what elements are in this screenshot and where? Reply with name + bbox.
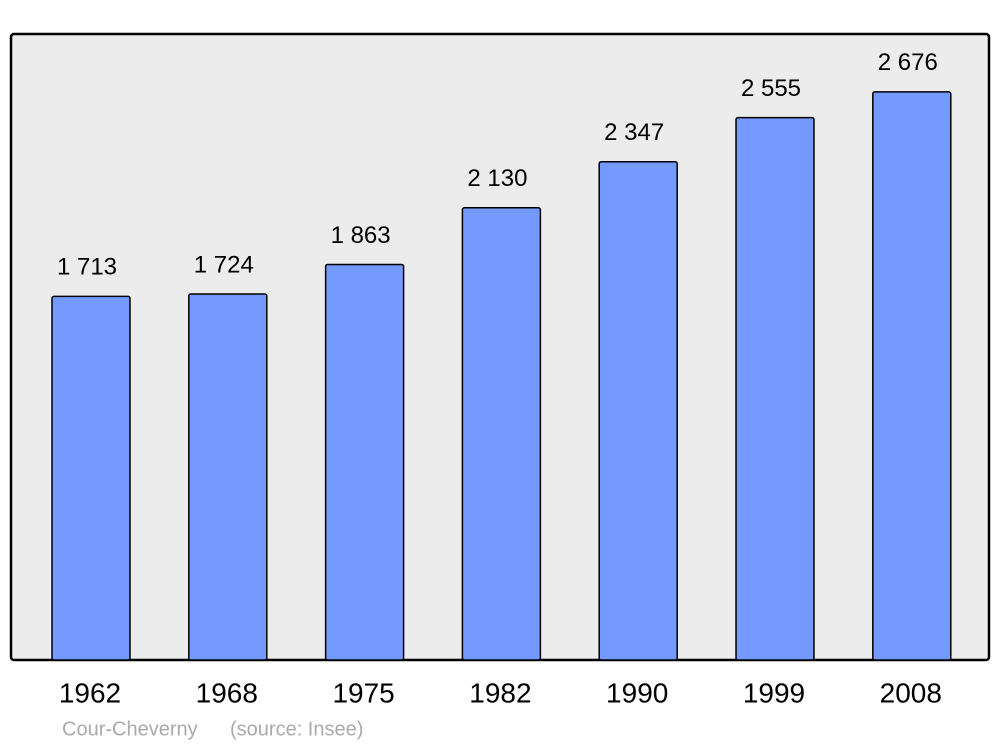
x-tick-label: 1990: [606, 677, 668, 708]
chart-title: Cour-Cheverny: [62, 718, 198, 740]
bar: [188, 293, 268, 661]
bar: [461, 207, 542, 661]
x-tick-label: 1968: [196, 677, 258, 708]
value-label: 2 347: [604, 119, 664, 146]
bar: [51, 295, 131, 661]
value-label: 2 555: [741, 75, 801, 102]
x-tick-label: 1999: [743, 677, 805, 708]
value-label: 1 863: [331, 222, 391, 249]
bar: [598, 160, 678, 661]
x-tick-label: 1982: [469, 677, 531, 708]
value-label: 2 130: [467, 165, 527, 192]
x-tick-label: 1962: [59, 677, 121, 708]
x-tick-label: 1975: [332, 677, 394, 708]
bar: [735, 116, 815, 661]
value-label: 1 724: [194, 251, 254, 278]
source-note: (source: Insee): [230, 718, 363, 740]
value-label: 2 676: [878, 49, 938, 76]
bar: [872, 91, 952, 661]
value-label: 1 713: [57, 254, 117, 281]
bar: [324, 263, 405, 661]
x-tick-label: 2008: [880, 677, 942, 708]
